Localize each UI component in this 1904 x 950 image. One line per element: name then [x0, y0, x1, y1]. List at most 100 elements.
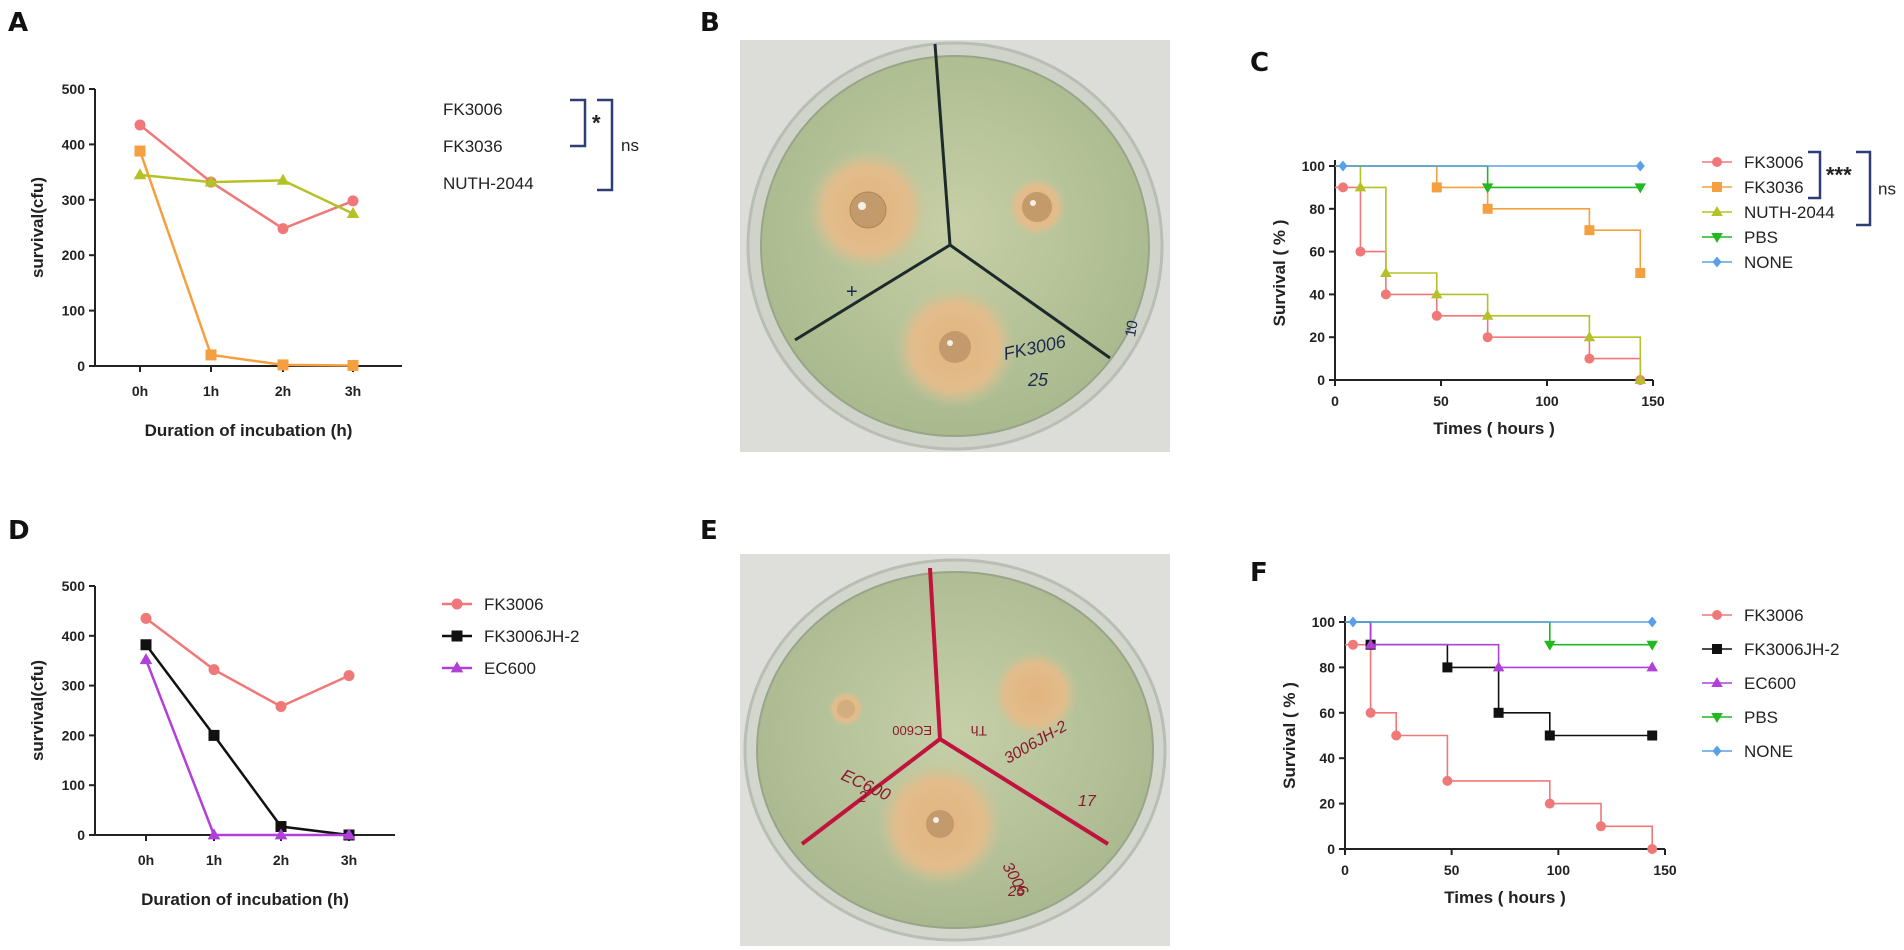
plate-label-17: 17 — [1078, 793, 1097, 810]
panel-d-legend-swatch-fk3006 — [451, 598, 463, 610]
panel-c-y-tick-label: 100 — [1302, 158, 1326, 174]
panel-c-star-bracket — [1808, 150, 1822, 200]
panel-d-point-fk3006 — [275, 701, 287, 713]
panel-c-point-nuth-2044 — [1583, 331, 1596, 342]
panel-a-star-bracket — [570, 98, 587, 148]
panel-f-point-pbs — [1544, 640, 1556, 651]
panel-d-series-line-ec600 — [144, 659, 349, 837]
panel-a-x-tick-label: 2h — [275, 383, 291, 399]
panel-a-x-tick-label: 3h — [345, 383, 361, 399]
panel-a-series-line-nuth-2044 — [139, 173, 354, 215]
panel-c-legend-swatch-fk3036 — [1712, 182, 1722, 192]
panel-a-point-fk3036 — [347, 359, 359, 371]
panel-f-point-fk3006 — [1647, 844, 1658, 854]
panel-d-point-fk3006 — [343, 670, 355, 682]
panel-a-point-nuth-2044 — [204, 175, 218, 187]
panel-f-y-axis-title: Survival ( % ) — [1280, 682, 1299, 789]
panel-c-point-none — [1635, 160, 1645, 172]
panel-letter-e: E — [700, 516, 718, 546]
panel-a-point-fk3006 — [134, 119, 146, 131]
panel-c-y-tick-label: 20 — [1309, 329, 1325, 345]
panel-c-point-nuth-2044 — [1634, 374, 1647, 384]
panel-d-legend-label-fk3006: FK3006 — [484, 595, 544, 614]
panel-c-point-fk3036 — [1584, 225, 1595, 236]
panel-c-ns-sig-label: ns — [1878, 179, 1896, 198]
panel-f-y-tick-label: 80 — [1319, 659, 1335, 675]
panel-d-y-tick-label: 0 — [77, 827, 85, 843]
panel-c-point-fk3006 — [1355, 246, 1366, 257]
panel-c-point-fk3006 — [1380, 289, 1391, 300]
panel-c-legend-swatch-nuth-2044 — [1711, 206, 1723, 216]
panel-a-series-line-fk3006 — [139, 124, 354, 231]
panel-c-legend-label-nuth-2044: NUTH-2044 — [1744, 203, 1835, 222]
panel-c-point-fk3036 — [1635, 268, 1646, 278]
panel-letter-a: A — [8, 8, 29, 38]
panel-d-legend-label-ec600: EC600 — [484, 659, 536, 678]
panel-d-y-tick-label: 300 — [62, 678, 86, 694]
panel-a-y-tick-label: 200 — [62, 247, 86, 263]
panel-f-x-tick-label: 100 — [1547, 862, 1571, 878]
panel-c-x-axis-title: Times ( hours ) — [1433, 419, 1555, 438]
panel-c-ns-bracket — [1856, 150, 1872, 227]
panel-d-point-fk3006 — [140, 612, 152, 624]
panel-c-y-tick-label: 0 — [1317, 372, 1325, 388]
panel-d-point-fk3006jh-2 — [208, 729, 220, 741]
panel-c-series-line-fk3006 — [1335, 186, 1642, 380]
panel-f-x-axis-title: Times ( hours ) — [1444, 888, 1566, 907]
panel-c-point-fk3006 — [1431, 310, 1442, 321]
panel-f-point-none — [1647, 616, 1657, 628]
panel-c-legend-swatch-fk3006 — [1712, 157, 1722, 167]
panel-f-x-tick-label: 0 — [1341, 862, 1349, 878]
panel-a-y-tick-label: 300 — [62, 192, 86, 208]
panel-c-star-sig-label: *** — [1826, 163, 1852, 188]
panel-letter-b: B — [700, 8, 720, 38]
panel-a-point-nuth-2044 — [133, 168, 147, 180]
panel-f-legend-swatch-none — [1712, 745, 1722, 757]
panel-c-point-nuth-2044 — [1481, 309, 1494, 320]
panel-c-point-nuth-2044 — [1354, 181, 1367, 192]
panel-a-legend-label-fk3006: FK3006 — [443, 100, 503, 119]
panel-c-legend-label-fk3036: FK3036 — [1744, 178, 1804, 197]
panel-f-point-ec600 — [1492, 661, 1505, 672]
panel-d-legend-swatch-ec600 — [450, 661, 464, 673]
panel-c-legend-label-fk3006: FK3006 — [1744, 153, 1804, 172]
panel-f-legend-swatch-pbs — [1711, 713, 1723, 723]
plate-label-th: Th — [971, 723, 987, 739]
panel-d-x-tick-label: 1h — [206, 852, 222, 868]
panel-a-series-line-fk3036 — [138, 150, 354, 367]
panel-f-legend-label-ec600: EC600 — [1744, 674, 1796, 693]
panel-c-legend-swatch-pbs — [1711, 233, 1723, 243]
panel-c-point-fk3006 — [1482, 332, 1493, 343]
panel-c-y-tick-label: 60 — [1309, 244, 1325, 260]
panel-f-y-tick-label: 60 — [1319, 705, 1335, 721]
panel-a-legend-label-nuth-2044: NUTH-2044 — [443, 174, 534, 193]
panel-a-star-sig-label: * — [592, 111, 601, 136]
panel-c-legend-label-pbs: PBS — [1744, 228, 1778, 247]
panel-c-x-tick-label: 150 — [1641, 393, 1665, 409]
panel-f-point-fk3006 — [1544, 798, 1555, 809]
panel-f-point-fk3006 — [1596, 821, 1606, 832]
panel-f-legend-label-fk3006jh-2: FK3006JH-2 — [1744, 640, 1839, 659]
panel-a-x-tick-label: 0h — [132, 383, 148, 399]
panel-f-y-tick-label: 0 — [1327, 841, 1335, 857]
panel-a-y-axis-title: survival(cfu) — [28, 177, 47, 278]
panel-d-point-ec600 — [207, 828, 221, 840]
plate-label-2: 2 — [857, 789, 867, 806]
panel-a-ns-bracket — [597, 98, 614, 192]
panel-d-series-line-fk3006 — [145, 617, 350, 708]
panel-f-x-tick-label: 150 — [1653, 862, 1677, 878]
panel-f-legend-label-pbs: PBS — [1744, 708, 1778, 727]
panel-f-point-fk3006jh-2 — [1544, 730, 1555, 741]
plate-label-10: 10 — [1122, 319, 1142, 338]
panel-d-legend-label-fk3006jh-2: FK3006JH-2 — [484, 627, 579, 646]
plate-label-minus: - — [1126, 320, 1131, 337]
panel-f-point-fk3006 — [1365, 707, 1376, 718]
panel-f-point-none — [1348, 616, 1358, 628]
panel-d-point-fk3006jh-2 — [140, 639, 152, 651]
panel-f-point-fk3006jh-2 — [1647, 730, 1658, 741]
petri-dish-photo-b: + - FK3006 10 25 — [740, 40, 1170, 452]
panel-a-ns-sig-label: ns — [621, 136, 639, 155]
panel-a-point-fk3006 — [277, 223, 289, 235]
panel-f-legend-swatch-fk3006jh-2 — [1712, 644, 1722, 654]
